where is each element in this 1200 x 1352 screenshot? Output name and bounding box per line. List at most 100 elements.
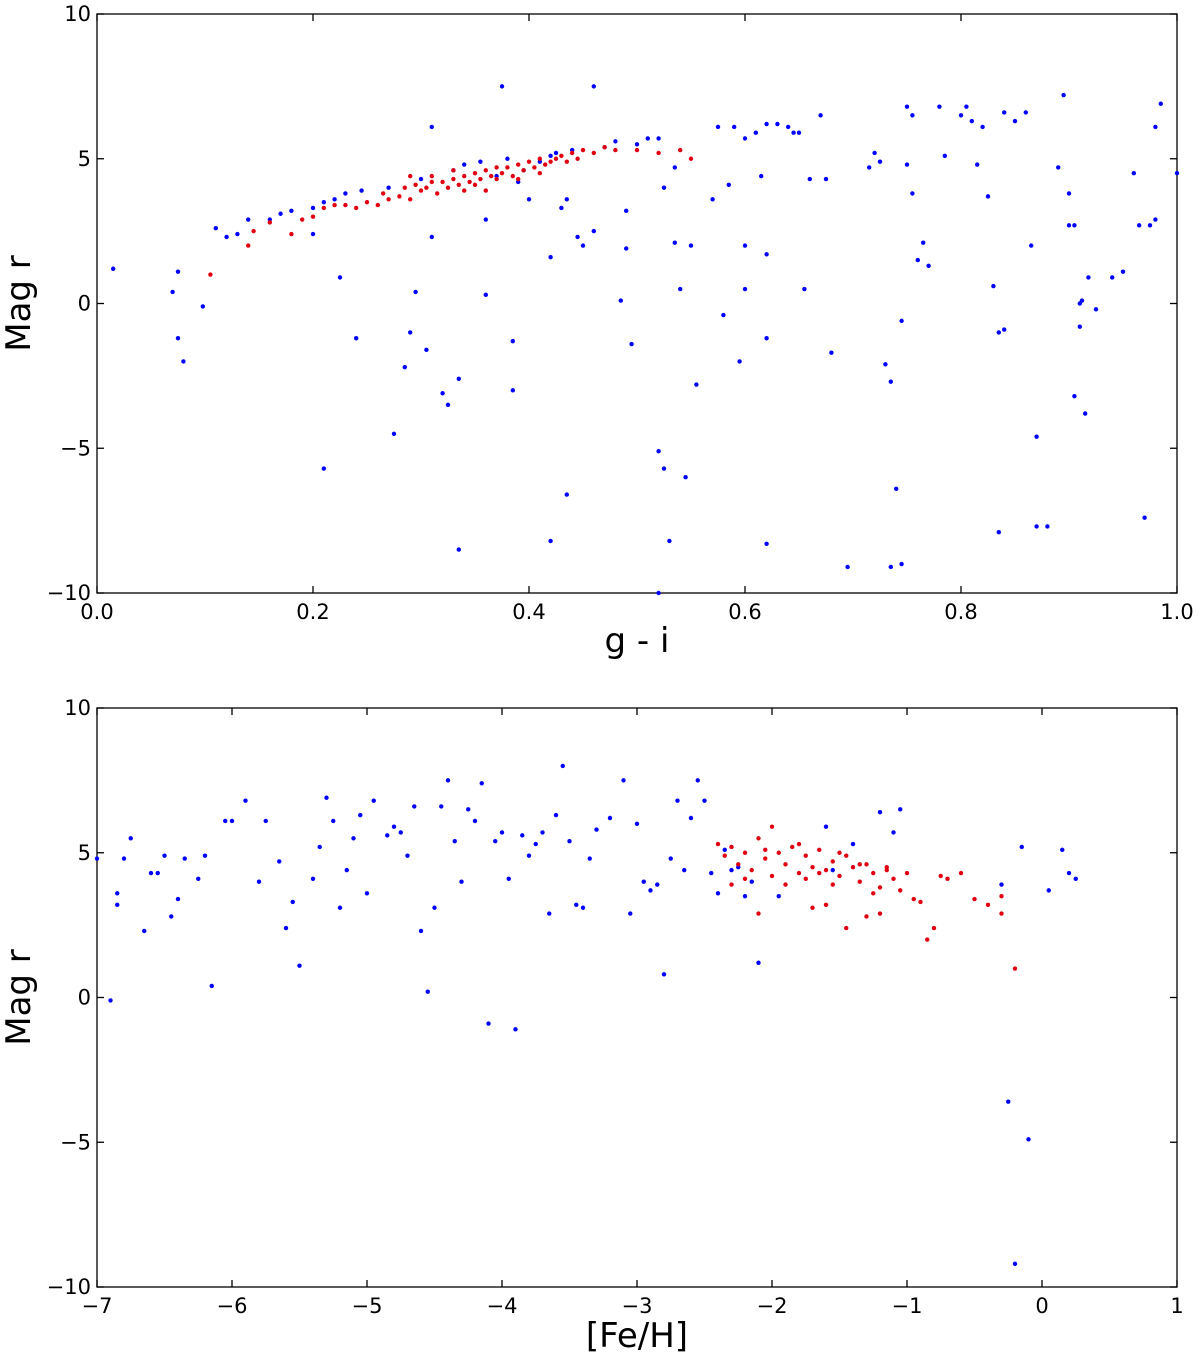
data-point xyxy=(548,159,553,164)
data-point xyxy=(775,121,780,127)
data-point xyxy=(1131,171,1137,176)
data-point xyxy=(661,185,667,190)
x-tick-label: −6 xyxy=(217,1294,248,1318)
data-point xyxy=(656,136,661,141)
y-axis-title: Mag r xyxy=(0,255,39,352)
data-point xyxy=(618,298,623,303)
data-point xyxy=(494,176,499,182)
data-point xyxy=(742,876,748,882)
data-point xyxy=(290,899,295,905)
data-point xyxy=(996,330,1001,335)
data-point xyxy=(678,147,683,153)
data-point xyxy=(300,217,305,222)
data-point xyxy=(424,347,429,353)
data-point xyxy=(526,197,532,202)
data-point xyxy=(1153,217,1158,222)
data-point xyxy=(661,972,667,977)
x-tick-label: −4 xyxy=(487,1294,518,1318)
data-point xyxy=(483,188,488,193)
data-point xyxy=(418,928,424,934)
data-point xyxy=(115,902,120,908)
data-point xyxy=(756,960,761,965)
data-point xyxy=(764,121,769,127)
data-point xyxy=(397,194,402,199)
data-point xyxy=(925,937,930,942)
data-point xyxy=(715,841,721,847)
data-point xyxy=(278,211,283,216)
data-point xyxy=(510,338,515,344)
x-axis-title: [Fe/H] xyxy=(586,1316,688,1352)
data-point xyxy=(1012,118,1018,124)
data-point xyxy=(915,257,920,263)
data-point xyxy=(445,778,451,783)
data-point xyxy=(729,867,734,873)
data-point xyxy=(553,150,559,156)
data-point xyxy=(432,905,437,910)
data-point xyxy=(796,130,802,135)
data-point xyxy=(675,798,680,803)
data-point xyxy=(385,833,390,838)
data-point xyxy=(321,466,326,471)
data-point xyxy=(749,867,754,873)
data-point xyxy=(742,243,748,248)
data-point xyxy=(575,234,580,240)
data-point xyxy=(877,810,883,815)
data-point xyxy=(1079,298,1085,303)
data-point xyxy=(763,847,768,853)
data-point xyxy=(1066,870,1072,876)
y-axis-title: Mag r xyxy=(0,949,39,1046)
data-point xyxy=(682,867,687,873)
plot-frame xyxy=(96,707,1178,1288)
data-point xyxy=(871,870,876,876)
data-point xyxy=(857,879,862,884)
data-point xyxy=(478,159,483,164)
data-point xyxy=(786,124,791,130)
data-point xyxy=(810,865,815,870)
data-point xyxy=(435,191,440,196)
data-point xyxy=(200,304,206,309)
data-point xyxy=(459,879,464,884)
data-point xyxy=(251,228,256,234)
data-point xyxy=(121,856,127,861)
data-point xyxy=(888,379,893,384)
data-point xyxy=(456,182,461,188)
data-point xyxy=(655,882,660,887)
data-point xyxy=(371,798,376,803)
data-point xyxy=(803,853,808,858)
data-point xyxy=(580,905,586,910)
data-point xyxy=(364,891,370,896)
data-point xyxy=(467,179,472,185)
data-point xyxy=(209,983,214,989)
data-point xyxy=(726,182,731,188)
x-tick-label: −2 xyxy=(757,1294,788,1318)
data-point xyxy=(310,205,316,211)
data-point xyxy=(408,173,413,179)
data-point xyxy=(559,153,564,159)
data-point xyxy=(737,359,742,364)
data-point xyxy=(999,882,1004,887)
data-point xyxy=(864,862,869,867)
data-point xyxy=(823,867,829,873)
data-point xyxy=(641,879,646,884)
data-point xyxy=(899,318,904,324)
data-point xyxy=(479,781,484,786)
data-point xyxy=(1086,275,1091,280)
data-point xyxy=(688,156,694,161)
data-point xyxy=(817,870,822,876)
data-point xyxy=(910,191,915,196)
data-point xyxy=(969,118,974,124)
data-point xyxy=(742,893,748,899)
data-point xyxy=(958,870,964,876)
data-point xyxy=(756,836,761,841)
data-point xyxy=(857,862,862,867)
plot-frame xyxy=(96,13,1178,594)
data-point xyxy=(776,850,781,855)
data-point xyxy=(921,240,926,245)
data-point xyxy=(548,153,553,159)
x-tick-label: 1.0 xyxy=(1160,600,1193,624)
data-point xyxy=(672,240,677,245)
data-point xyxy=(1012,966,1018,971)
data-point xyxy=(763,856,768,861)
data-point xyxy=(445,402,451,408)
data-point xyxy=(429,124,434,130)
